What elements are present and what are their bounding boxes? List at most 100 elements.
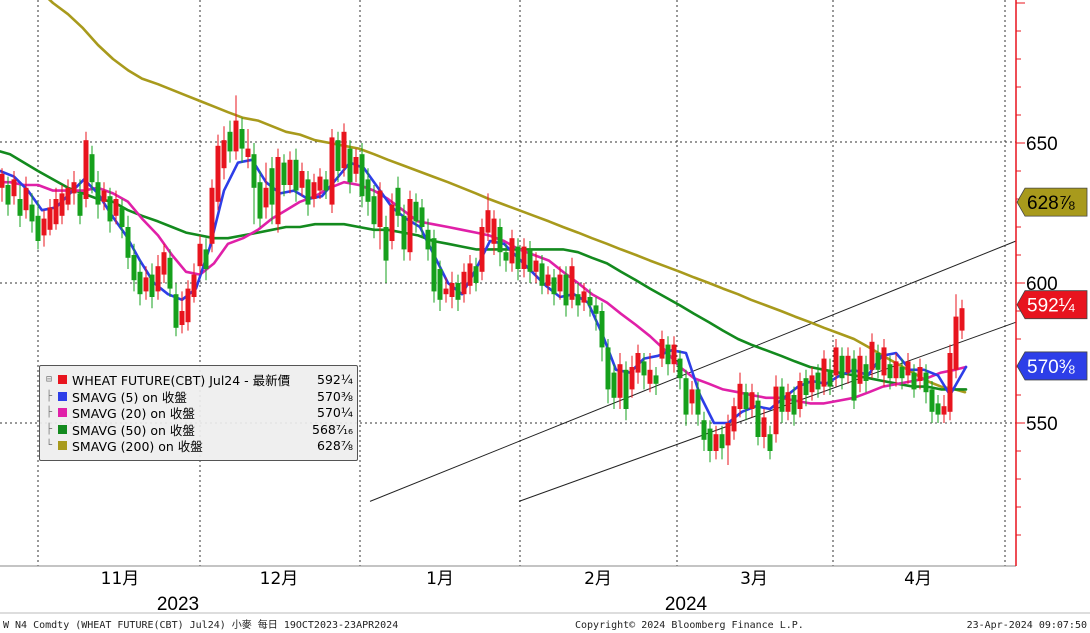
x-tick-label: 4月 (904, 569, 932, 589)
candle (347, 140, 353, 194)
candle (401, 204, 407, 261)
candle-body (803, 378, 809, 395)
candle-body (875, 353, 881, 370)
candle-body (227, 131, 233, 152)
candle (35, 201, 41, 250)
price-tag: 570⅜ (1016, 351, 1088, 381)
candle-body (641, 361, 647, 376)
candle (713, 425, 719, 460)
candle-body (935, 403, 941, 415)
candle (785, 383, 791, 421)
candle (425, 218, 431, 261)
candle-body (785, 392, 791, 412)
candle (335, 131, 341, 183)
candle (863, 355, 869, 393)
candle-body (149, 274, 155, 297)
candle (515, 238, 521, 281)
candle-body (707, 428, 713, 451)
footer-timestamp: 23-Apr-2024 09:07:50 (967, 620, 1087, 631)
candle (653, 367, 659, 395)
candle-body (365, 179, 371, 202)
candle-body (587, 297, 593, 306)
candle-body (467, 263, 473, 286)
candle (935, 395, 941, 423)
candle-body (131, 255, 137, 281)
legend-series-name: SMAVG (5) on 收盤 (72, 389, 187, 405)
candle (773, 375, 779, 443)
candle-body (713, 434, 719, 451)
candle (437, 260, 443, 311)
candle-body (923, 372, 929, 393)
candle (845, 347, 851, 384)
candle-body (203, 249, 209, 269)
candle (47, 199, 53, 236)
candle-body (623, 369, 629, 409)
candle (29, 193, 35, 233)
candle (11, 171, 17, 205)
y-tick-label: 650 (1026, 134, 1058, 155)
candle-body (461, 271, 467, 295)
candle (893, 353, 899, 387)
x-tick-label: 2月 (584, 569, 612, 589)
legend-tree-icon: ├ (46, 423, 53, 435)
candle (875, 344, 881, 379)
legend-tree-icon: └ (46, 440, 53, 451)
candle (167, 249, 173, 297)
candle (941, 395, 947, 423)
candle (275, 148, 281, 233)
candle (569, 257, 575, 309)
candle (557, 266, 563, 300)
x-tick-label: 11月 (101, 569, 140, 589)
candle-body (233, 120, 239, 152)
candle (797, 372, 803, 418)
candle-body (401, 215, 407, 250)
legend-swatch (58, 375, 67, 384)
legend-series-value: 570¼ (317, 405, 353, 420)
candle (851, 350, 857, 409)
candle-body (815, 372, 821, 390)
footer-ticker: W N4 Comdty (WHEAT FUTURE(CBT) Jul24) 小麥… (3, 618, 398, 631)
candle-body (167, 257, 173, 289)
candle-body (29, 204, 35, 222)
candle (719, 425, 725, 460)
candle-body (143, 277, 149, 292)
candle (311, 173, 317, 208)
candle (671, 336, 677, 373)
legend-series-value: 568⁷⁄₁₆ (312, 421, 353, 437)
candle (149, 263, 155, 309)
candle-body (767, 434, 773, 451)
candle (269, 157, 275, 225)
candle (0, 168, 5, 202)
candle (203, 238, 209, 281)
candle-body (383, 227, 389, 261)
candle-body (5, 185, 11, 205)
legend-series-value: 570⅜ (317, 388, 353, 404)
candle-body (821, 358, 827, 387)
candle (395, 176, 401, 227)
candle (119, 199, 125, 239)
candle (911, 364, 917, 398)
candle (323, 171, 329, 199)
candle-body (89, 154, 95, 183)
candle (389, 193, 395, 250)
price-tag-label: 592¼ (1027, 296, 1076, 317)
candle (41, 210, 47, 247)
candle (53, 187, 59, 230)
y-tick-label: 600 (1026, 274, 1058, 295)
candle (155, 255, 161, 300)
candle-body (953, 316, 959, 370)
candle (779, 378, 785, 423)
candle (725, 414, 731, 465)
candle-body (539, 263, 545, 286)
candle-body (899, 367, 905, 379)
legend-entry: ├ SMAVG (20) on 收盤 570¼ (46, 405, 353, 421)
candle-body (725, 423, 731, 446)
candle-body (869, 341, 875, 370)
legend-tree-icon[interactable]: ⊟ (46, 374, 53, 385)
candle-body (527, 249, 533, 272)
legend-entry: ⊟ WHEAT FUTURE(CBT) Jul24 - 最新價 592¼ (46, 372, 353, 388)
candle-body (947, 353, 953, 412)
candle-body (221, 140, 227, 169)
candle-body (917, 367, 923, 381)
